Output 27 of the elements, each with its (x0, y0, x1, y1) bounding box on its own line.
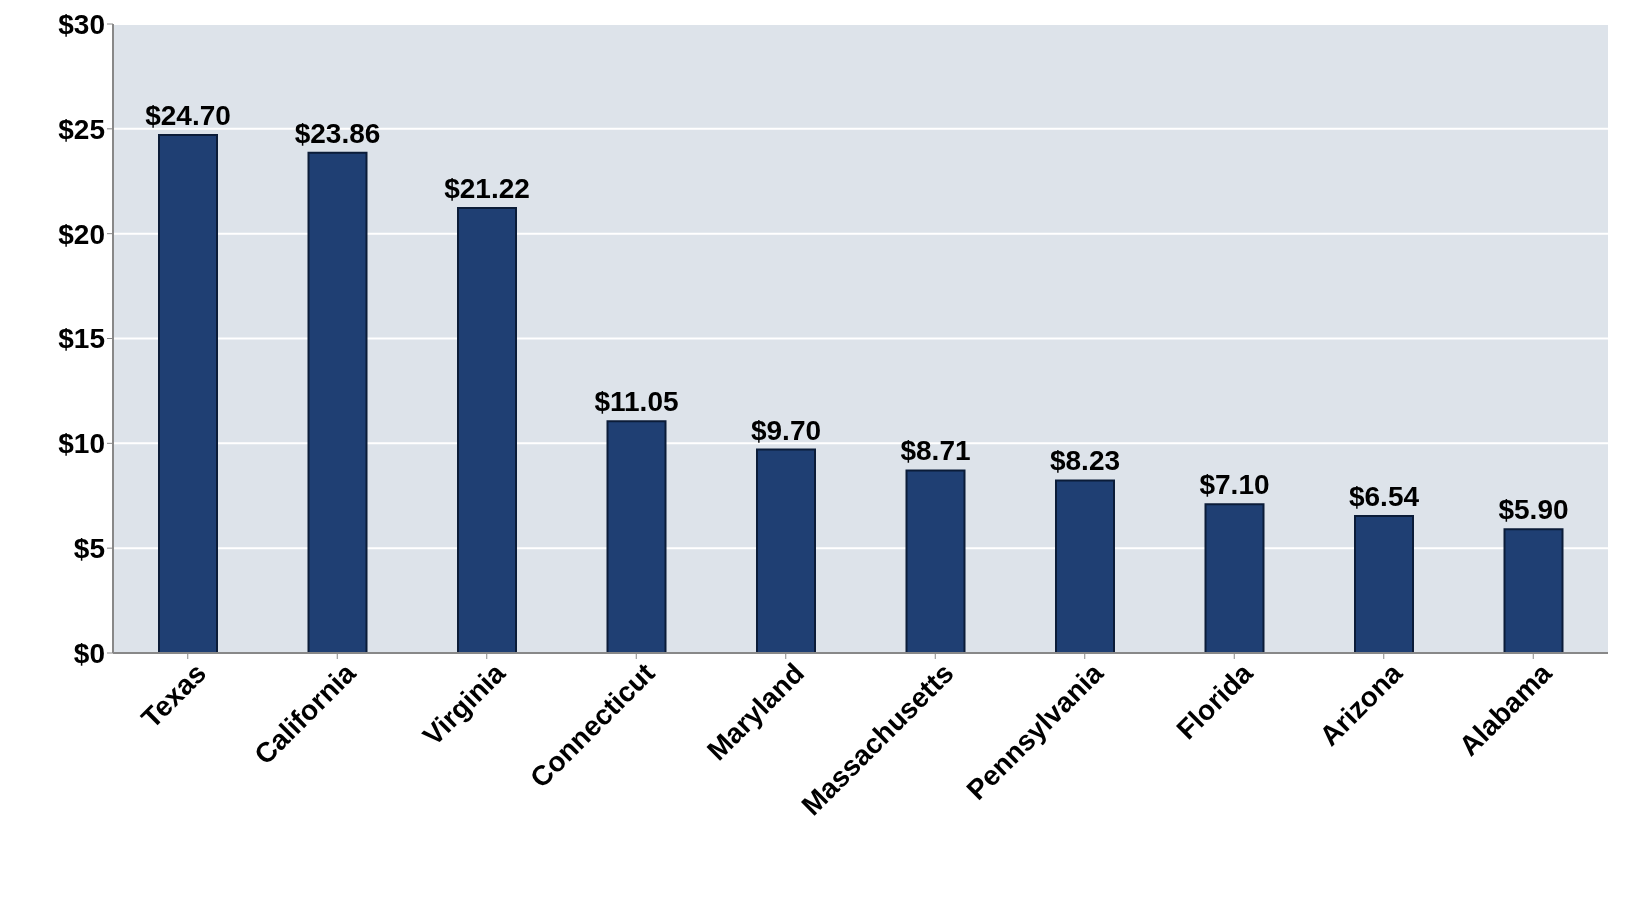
bar (905, 469, 966, 653)
y-tick-label: $30 (58, 8, 105, 40)
bar (1204, 503, 1265, 653)
y-tick-label: $25 (58, 113, 105, 145)
y-tick-label: $15 (58, 323, 105, 355)
bar (756, 448, 816, 653)
y-tick-label: $20 (58, 218, 105, 250)
bar (1055, 479, 1115, 653)
y-tick-label: $10 (58, 428, 105, 460)
bar (1354, 514, 1414, 653)
data-label: $5.90 (1498, 494, 1569, 526)
data-label: $8.71 (900, 435, 971, 467)
data-label: $11.05 (594, 386, 679, 418)
bar (158, 134, 218, 653)
data-label: $23.86 (294, 117, 381, 149)
data-label: $6.54 (1348, 480, 1420, 512)
data-label: $9.70 (750, 414, 822, 446)
bar (457, 207, 517, 653)
bar (1503, 528, 1564, 653)
bar (307, 151, 368, 653)
data-label: $8.23 (1049, 445, 1121, 477)
data-label: $24.70 (145, 100, 231, 132)
data-label: $7.10 (1199, 469, 1270, 501)
bar (606, 420, 667, 653)
y-tick-label: $5 (73, 533, 105, 565)
y-tick-label: $0 (73, 637, 105, 669)
data-label: $21.22 (444, 173, 530, 205)
